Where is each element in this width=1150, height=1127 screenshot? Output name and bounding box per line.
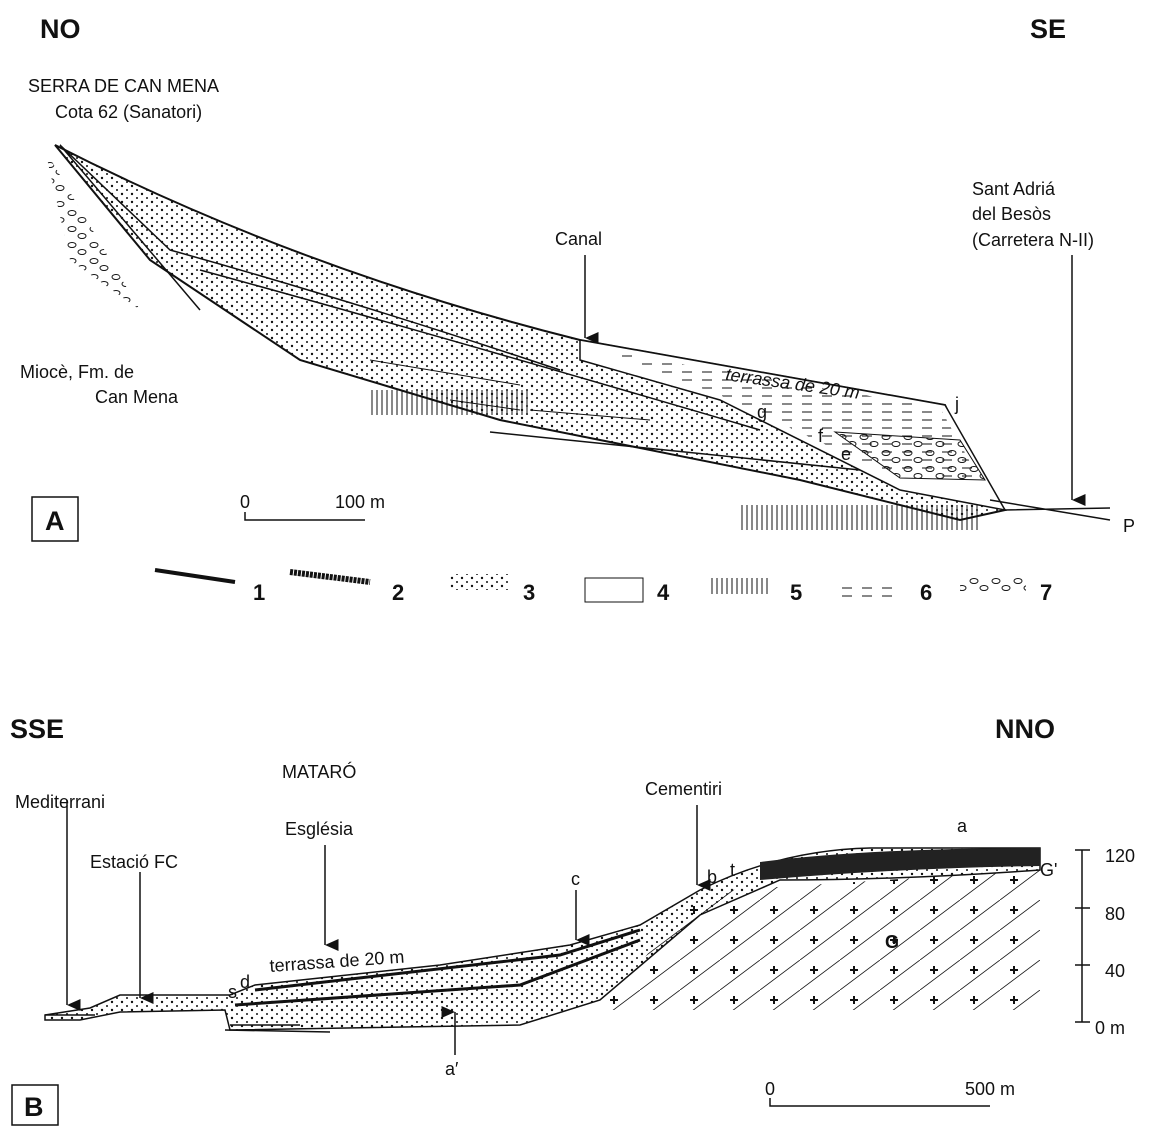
legend-swatch — [155, 570, 235, 582]
direction: SE — [1030, 14, 1066, 44]
section-b: SSE NNO MATARÓ Mediterrani Estació FC Es… — [10, 714, 1135, 1125]
place-label: Canal — [555, 229, 602, 249]
silt — [370, 390, 530, 415]
bed — [990, 500, 1110, 520]
legend-swatch — [710, 578, 770, 594]
scale-label: 100 m — [335, 492, 385, 512]
point-label: d — [240, 972, 250, 992]
legend-number: 6 — [920, 580, 932, 605]
legend-number: 5 — [790, 580, 802, 605]
place-label: MATARÓ — [282, 761, 356, 782]
legend-number: 1 — [253, 580, 265, 605]
place-label: Sant Adriá — [972, 179, 1056, 199]
place-label: Cota 62 (Sanatori) — [55, 102, 202, 122]
place-label: del Besòs — [972, 204, 1051, 224]
scale-bar — [245, 512, 365, 520]
scale-label: 0 — [765, 1079, 775, 1099]
point-label: t — [730, 860, 735, 880]
legend-swatch — [450, 574, 510, 590]
point-label: s — [228, 982, 237, 1002]
place-label: Estació FC — [90, 852, 178, 872]
scale-label: 500 m — [965, 1079, 1015, 1099]
scale-bar — [770, 1098, 990, 1106]
panel-label: A — [45, 506, 65, 536]
section-a: NO SE SERRA DE CAN MENA Cota 62 (Sanator… — [20, 14, 1135, 605]
formation-label: Can Mena — [95, 387, 179, 407]
point-label: b — [707, 867, 717, 887]
height-label: 80 — [1105, 904, 1125, 924]
legend-number: 7 — [1040, 580, 1052, 605]
silt — [740, 505, 980, 530]
point-label: a — [957, 816, 968, 836]
geologic-sections: NO SE SERRA DE CAN MENA Cota 62 (Sanator… — [0, 0, 1150, 1127]
scale-label: 0 — [240, 492, 250, 512]
point-label: g — [757, 402, 767, 422]
legend-swatch — [838, 582, 898, 598]
place-label: SERRA DE CAN MENA — [28, 76, 219, 96]
height-scale — [1075, 850, 1090, 1022]
point-label: e — [841, 444, 851, 464]
legend-number: 3 — [523, 580, 535, 605]
legend-number: 2 — [392, 580, 404, 605]
formation-label: Miocè, Fm. de — [20, 362, 134, 382]
height-label: 120 — [1105, 846, 1135, 866]
point-label: G' — [1040, 860, 1057, 880]
point-label: c — [571, 869, 580, 889]
point-label: j — [954, 394, 959, 414]
legend-number: 4 — [657, 580, 670, 605]
legend-swatch — [960, 576, 1026, 592]
height-label: 40 — [1105, 961, 1125, 981]
point-label: P — [1123, 516, 1135, 536]
direction: SSE — [10, 714, 64, 744]
direction: NO — [40, 14, 81, 44]
legend-swatch — [585, 578, 643, 602]
granite — [600, 870, 1040, 1010]
point-label: a′ — [445, 1059, 459, 1079]
place-label: (Carretera N-II) — [972, 230, 1094, 250]
point-label: G — [885, 932, 899, 952]
panel-label: B — [24, 1092, 44, 1122]
place-label: Cementiri — [645, 779, 722, 799]
legend-swatch — [290, 572, 370, 582]
direction: NNO — [995, 714, 1055, 744]
place-label: Mediterrani — [15, 792, 105, 812]
place-label: Església — [285, 819, 354, 839]
height-label: 0 m — [1095, 1018, 1125, 1038]
